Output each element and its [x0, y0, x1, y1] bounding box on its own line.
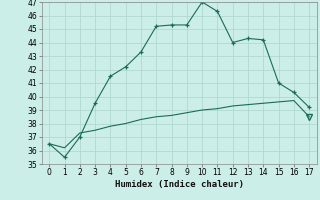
- X-axis label: Humidex (Indice chaleur): Humidex (Indice chaleur): [115, 180, 244, 189]
